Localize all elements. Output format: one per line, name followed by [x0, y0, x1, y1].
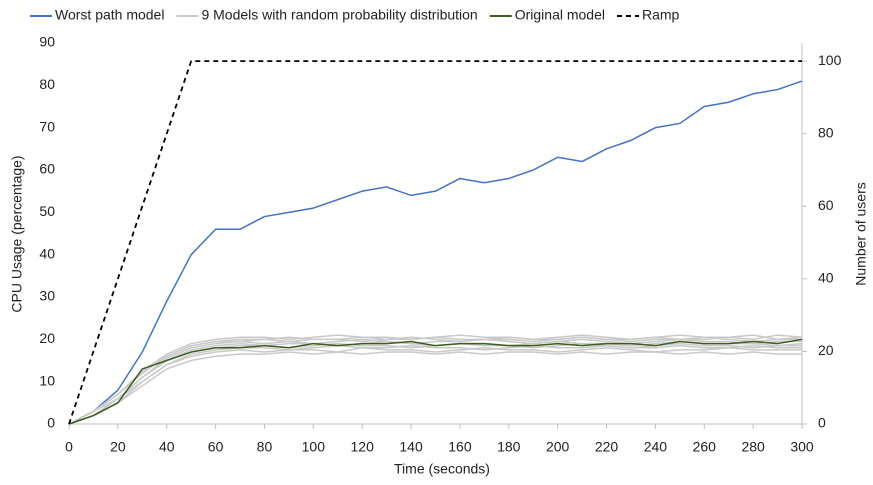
x-tick-label: 60 — [208, 439, 224, 455]
legend-label: 9 Models with random probability distrib… — [201, 7, 477, 23]
x-tick-label: 280 — [741, 439, 765, 455]
x-tick-label: 300 — [790, 439, 814, 455]
y-tick-label: 20 — [39, 330, 55, 346]
y-tick-label: 10 — [39, 372, 55, 388]
x-tick-label: 100 — [302, 439, 326, 455]
y-tick-label: 50 — [39, 203, 55, 219]
x-tick-label: 260 — [693, 439, 717, 455]
series-line — [68, 80, 803, 425]
y-tick-label: 70 — [39, 118, 55, 134]
legend-label: Ramp — [642, 7, 680, 23]
y2-tick-label: 20 — [818, 342, 834, 358]
x-axis-label: Time (seconds) — [394, 461, 490, 477]
series-line — [68, 351, 802, 425]
y2-axis-label: Number of users — [853, 182, 869, 285]
y2-tick-label: 60 — [818, 197, 834, 213]
x-tick-label: 20 — [110, 439, 126, 455]
x-tick-label: 140 — [399, 439, 423, 455]
x-tick-label: 0 — [65, 439, 73, 455]
series-line — [68, 60, 802, 425]
x-tick-label: 40 — [159, 439, 175, 455]
x-tick-label: 80 — [257, 439, 273, 455]
y-tick-label: 0 — [47, 415, 55, 431]
legend-label: Worst path model — [55, 7, 164, 23]
legend-label: Original model — [515, 7, 605, 23]
y-tick-label: 80 — [39, 76, 55, 92]
x-tick-label: 220 — [595, 439, 619, 455]
y2-tick-label: 40 — [818, 270, 834, 286]
series-line — [68, 344, 802, 425]
x-tick-label: 200 — [546, 439, 570, 455]
y2-tick-label: 80 — [818, 124, 834, 140]
y-axis-label: CPU Usage (percentage) — [9, 155, 25, 312]
y2-tick-label: 0 — [818, 415, 826, 431]
y-tick-label: 40 — [39, 245, 55, 261]
y-tick-label: 60 — [39, 161, 55, 177]
series-line — [68, 338, 803, 425]
x-tick-label: 240 — [644, 439, 668, 455]
y-tick-label: 90 — [39, 34, 55, 50]
y-tick-label: 30 — [39, 288, 55, 304]
x-tick-label: 120 — [351, 439, 375, 455]
series-line — [68, 334, 803, 425]
x-tick-label: 180 — [497, 439, 521, 455]
series-line — [68, 347, 802, 425]
x-tick-label: 160 — [448, 439, 472, 455]
y2-tick-label: 100 — [818, 52, 842, 68]
